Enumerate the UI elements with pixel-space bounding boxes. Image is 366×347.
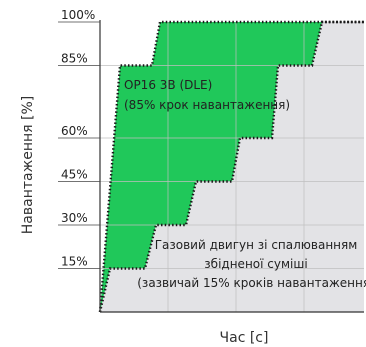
y-tick-label-2: 45%	[61, 168, 88, 182]
fast-series-annotation-line-1: (85% крок навантаження)	[124, 98, 290, 112]
slow-series-annotation-line-0: Газовий двигун зі спалюванням	[155, 238, 358, 252]
fast-series-area	[100, 22, 364, 312]
slow-series-annotation-line-2: (зазвичай 15% кроків навантаження)	[137, 276, 366, 290]
slow-series-annotation-line-1: збідненої суміші	[204, 257, 307, 271]
slow-series-area	[100, 22, 364, 312]
fast-series-annotation-line-0: OP16 3B (DLE)	[124, 78, 212, 92]
slow-series-line	[98, 20, 364, 313]
y-axis-title: Навантаження [%]	[20, 95, 36, 235]
y-tick-label-0: 15%	[61, 255, 88, 269]
x-axis-title: Час [с]	[219, 330, 269, 346]
y-tick-label-4: 85%	[61, 52, 88, 66]
y-tick-label-5: 100%	[61, 8, 95, 22]
y-tick-label-1: 30%	[61, 211, 88, 225]
y-tick-label-3: 60%	[61, 124, 88, 138]
